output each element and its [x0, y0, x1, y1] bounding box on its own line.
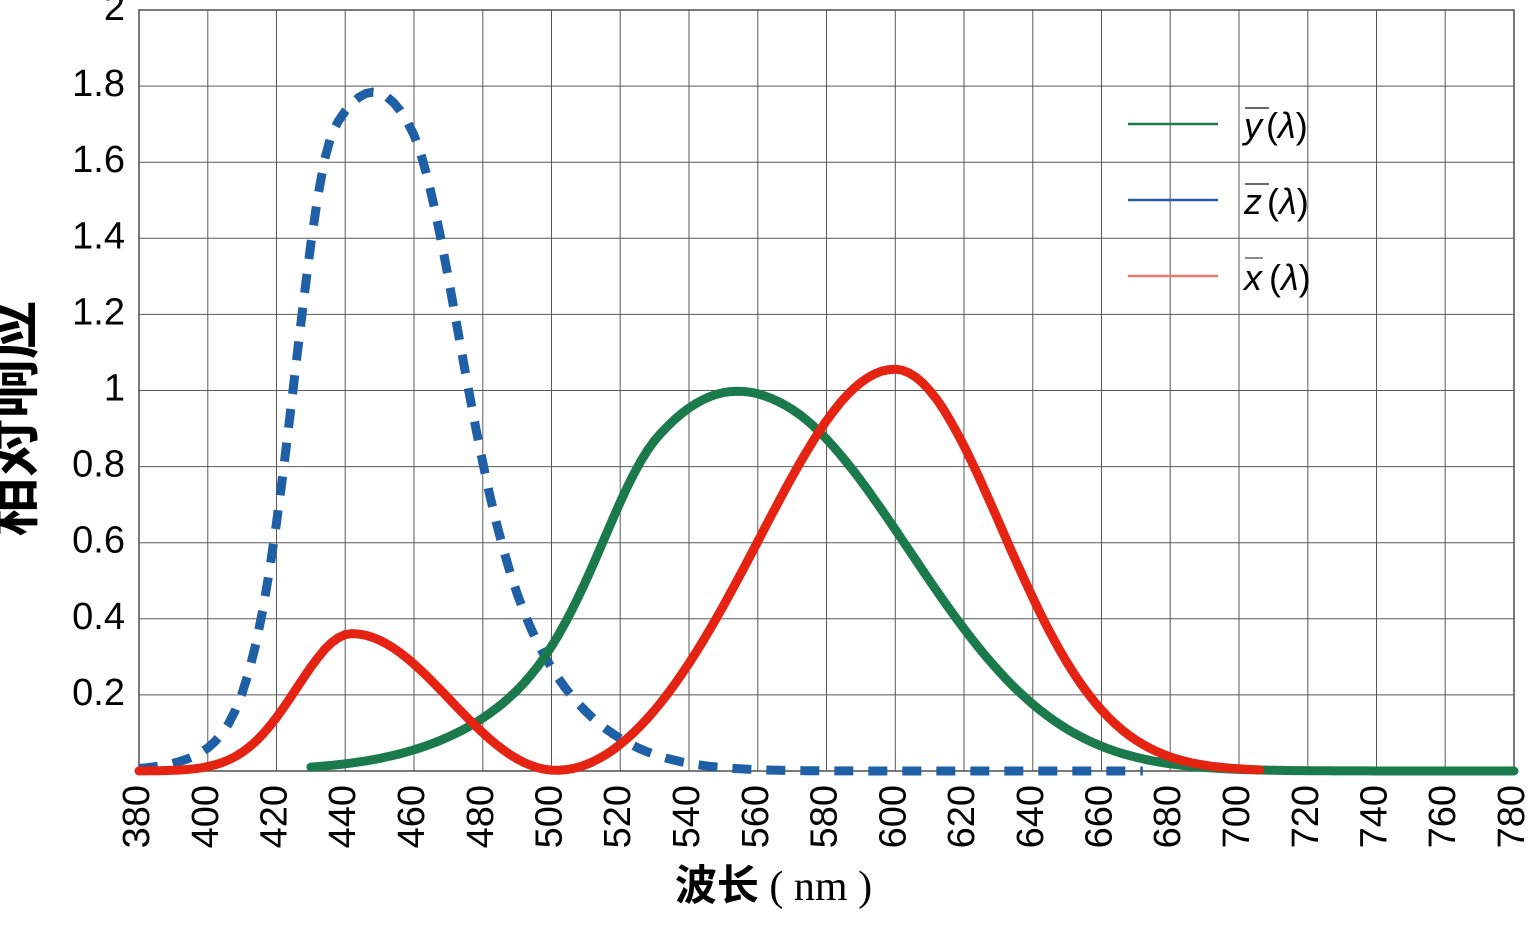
svg-text:0.4: 0.4 — [72, 596, 125, 638]
svg-text:1.8: 1.8 — [72, 63, 125, 105]
svg-text:1: 1 — [104, 368, 125, 410]
svg-text:2: 2 — [104, 0, 125, 29]
svg-text:640: 640 — [1010, 785, 1052, 848]
svg-text:580: 580 — [804, 785, 846, 848]
svg-text:740: 740 — [1354, 785, 1396, 848]
svg-text:(λ): (λ) — [1266, 105, 1308, 146]
svg-text:0.6: 0.6 — [72, 520, 125, 562]
svg-text:400: 400 — [185, 785, 227, 848]
svg-text:420: 420 — [254, 785, 296, 848]
svg-text:720: 720 — [1285, 785, 1327, 848]
svg-text:520: 520 — [597, 785, 639, 848]
svg-text:660: 660 — [1079, 785, 1121, 848]
svg-text:460: 460 — [391, 785, 433, 848]
svg-text:380: 380 — [116, 785, 158, 848]
svg-text:500: 500 — [529, 785, 571, 848]
svg-text:700: 700 — [1216, 785, 1258, 848]
svg-text:620: 620 — [941, 785, 983, 848]
svg-text:440: 440 — [322, 785, 364, 848]
svg-text:540: 540 — [666, 785, 708, 848]
svg-text:x: x — [1242, 257, 1264, 298]
svg-text:1.4: 1.4 — [72, 215, 125, 257]
svg-text:680: 680 — [1147, 785, 1189, 848]
svg-text:560: 560 — [735, 785, 777, 848]
svg-text:相对响应: 相对响应 — [0, 300, 49, 536]
svg-text:z: z — [1243, 181, 1262, 222]
svg-text:0.2: 0.2 — [72, 672, 125, 714]
svg-text:(λ): (λ) — [1267, 181, 1309, 222]
svg-text:480: 480 — [460, 785, 502, 848]
svg-text:(λ): (λ) — [1269, 257, 1311, 298]
svg-text:1.6: 1.6 — [72, 139, 125, 181]
svg-text:1.2: 1.2 — [72, 291, 125, 333]
svg-text:y: y — [1241, 105, 1264, 146]
svg-text:600: 600 — [872, 785, 914, 848]
svg-text:780: 780 — [1491, 785, 1530, 848]
svg-text:0.8: 0.8 — [72, 444, 125, 486]
svg-text:760: 760 — [1422, 785, 1464, 848]
